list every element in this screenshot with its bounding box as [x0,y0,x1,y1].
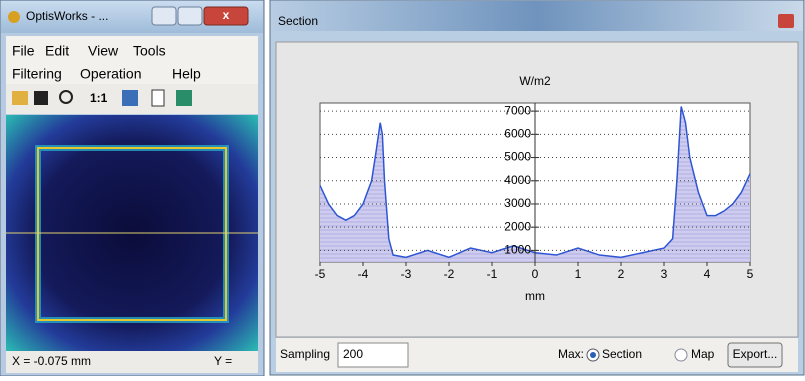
window-title: Section [278,14,318,28]
max-label: Max: [558,347,584,361]
status-x: X = -0.075 mm [12,354,91,368]
export-label: Export... [733,347,778,361]
app-icon [8,11,20,23]
option-map[interactable]: Map [691,347,715,361]
menu-item[interactable]: Operation [80,66,141,82]
sampling-value: 200 [343,347,363,361]
y-tick-label: 3000 [504,196,531,210]
close-button[interactable] [778,14,794,28]
close-glyph: x [223,8,230,22]
status-y: Y = [214,354,232,368]
minimize-button[interactable] [152,7,176,25]
x-tick-label: 3 [661,267,668,281]
radio-map[interactable] [675,349,687,361]
x-tick-label: -1 [487,267,498,281]
radio-dot [590,352,596,358]
x-tick-label: 1 [575,267,582,281]
menu-item[interactable]: Filtering [12,66,62,82]
title-bar [271,1,803,31]
x-axis-label: mm [525,289,545,303]
left-window: OptisWorks - ... x File Edit View Tools Filt… [0,0,264,376]
x-tick-label: -3 [401,267,412,281]
y-tick-label: 2000 [504,219,531,233]
right-window: Section W/m2mm10002000300040005000600070… [270,0,804,375]
x-tick-label: 4 [704,267,711,281]
doc-icon[interactable] [152,90,164,106]
open-icon[interactable] [12,91,28,105]
screenshot: OptisWorks - ... x File Edit View Tools Filt… [0,0,805,376]
sampling-label: Sampling [280,347,330,361]
x-tick-label: 0 [532,267,539,281]
menu-item[interactable]: Edit [45,43,69,59]
max-icon[interactable] [122,90,138,106]
zoom-ratio[interactable]: 1:1 [90,91,108,105]
menu-item[interactable]: File [12,43,35,59]
x-tick-label: -5 [315,267,326,281]
option-section[interactable]: Section [602,347,642,361]
window-title: OptisWorks - ... [26,9,108,23]
y-tick-label: 7000 [504,103,531,117]
maximize-button[interactable] [178,7,202,25]
y-tick-label: 6000 [504,127,531,141]
save-icon[interactable] [34,91,48,105]
menu-item[interactable]: Help [172,66,201,82]
menu-item[interactable]: Tools [133,43,166,59]
y-tick-label: 4000 [504,173,531,187]
page: OptisWorks - ... x File Edit View Tools Filt… [0,0,805,376]
display-icon[interactable] [176,90,192,106]
menu-item[interactable]: View [88,43,119,59]
x-tick-label: -4 [358,267,369,281]
chart-title: W/m2 [519,74,551,88]
x-tick-label: 2 [618,267,625,281]
x-tick-label: -2 [444,267,455,281]
y-tick-label: 5000 [504,150,531,164]
y-tick-label: 1000 [504,243,531,257]
x-tick-label: 5 [747,267,754,281]
